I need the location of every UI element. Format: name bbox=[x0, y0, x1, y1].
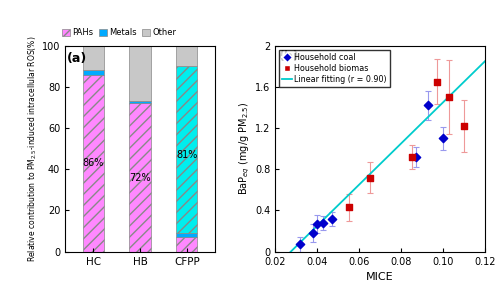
Y-axis label: Relative contribution to PM$_{2.5}$-induced intracellular ROS(%): Relative contribution to PM$_{2.5}$-indu… bbox=[26, 35, 39, 262]
Y-axis label: BaP$_{eq}$ (mg/g PM$_{2.5}$): BaP$_{eq}$ (mg/g PM$_{2.5}$) bbox=[238, 102, 252, 195]
Household biomas bbox=[460, 124, 468, 128]
Text: 86%: 86% bbox=[82, 158, 104, 168]
Bar bbox=[82, 46, 103, 70]
Text: 81%: 81% bbox=[176, 150, 198, 160]
Household biomas bbox=[366, 175, 374, 180]
Household coal bbox=[309, 231, 317, 235]
Legend: Household coal, Household biomas, Linear fitting (r = 0.90): Household coal, Household biomas, Linear… bbox=[279, 50, 390, 87]
Household coal bbox=[412, 155, 420, 159]
Bar bbox=[130, 46, 150, 101]
Bar bbox=[176, 233, 198, 237]
Household coal bbox=[439, 136, 447, 141]
Text: (a): (a) bbox=[68, 52, 87, 65]
Household coal bbox=[328, 217, 336, 221]
Household biomas bbox=[446, 95, 454, 100]
X-axis label: MICE: MICE bbox=[366, 272, 394, 282]
Household coal bbox=[424, 103, 432, 108]
Legend: PAHs, Metals, Other: PAHs, Metals, Other bbox=[62, 29, 177, 37]
Bar bbox=[176, 237, 198, 252]
Bar bbox=[176, 46, 198, 66]
Bar bbox=[130, 104, 150, 252]
Bar bbox=[130, 101, 150, 104]
Household coal bbox=[320, 221, 328, 225]
Household coal bbox=[313, 222, 321, 226]
Bar bbox=[82, 75, 103, 252]
Bar bbox=[176, 66, 198, 233]
Bar bbox=[82, 70, 103, 75]
Household coal bbox=[296, 242, 304, 247]
Household biomas bbox=[432, 80, 440, 84]
Text: (b): (b) bbox=[279, 50, 300, 63]
Household biomas bbox=[344, 205, 352, 210]
Household biomas bbox=[408, 155, 416, 159]
Text: 72%: 72% bbox=[129, 172, 151, 182]
